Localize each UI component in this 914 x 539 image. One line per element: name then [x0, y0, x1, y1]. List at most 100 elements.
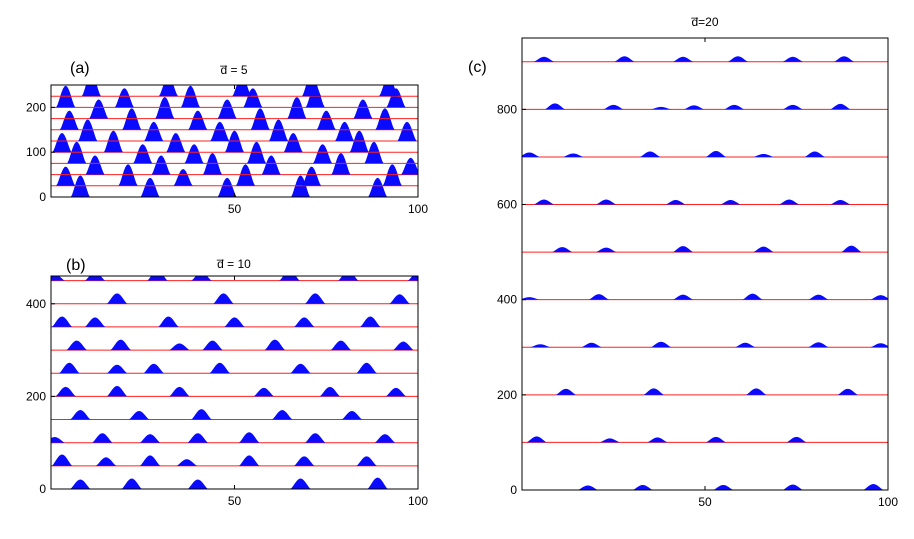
trace-2	[51, 432, 418, 444]
bump-peak	[599, 438, 621, 443]
trace-9	[51, 85, 418, 97]
bump-peak	[330, 340, 352, 351]
bump-peak	[742, 293, 763, 300]
trace-7	[522, 150, 888, 158]
bump-peak	[672, 56, 694, 62]
bump-peak	[304, 293, 326, 304]
y-tick-label: 200	[26, 100, 46, 114]
bump-peak	[55, 386, 76, 397]
bump-peak	[224, 317, 245, 327]
bump-peak	[52, 133, 72, 153]
bump-peak	[389, 294, 410, 304]
bump-peak	[581, 342, 602, 348]
bump-peak	[407, 276, 418, 281]
panel-b-label: (b)	[66, 257, 86, 274]
bump-peak	[786, 436, 807, 443]
trace-6	[522, 199, 888, 206]
bump-peak	[603, 104, 624, 110]
bump-peak	[59, 362, 80, 374]
bump-peak	[632, 485, 654, 490]
panel-b-title: d̅ = 10	[216, 257, 251, 271]
bump-peak	[217, 177, 237, 197]
bump-peak	[808, 294, 829, 300]
panel-a: (a) d̅ = 5 50 100 0 100 200	[26, 60, 428, 216]
bump-peak	[386, 88, 406, 108]
trace-8	[522, 103, 888, 110]
x-tick-label: 50	[228, 202, 242, 216]
x-tick-label: 100	[408, 494, 428, 508]
trace-4	[522, 293, 888, 301]
bump-peak	[533, 56, 555, 62]
bump-peak	[51, 454, 73, 466]
trace-3	[522, 341, 888, 348]
bump-peak	[672, 294, 694, 300]
trace-5	[51, 362, 418, 374]
bump-peak	[261, 155, 281, 175]
bump-peak	[106, 364, 128, 374]
bump-peak	[302, 166, 322, 186]
bump-peak	[151, 155, 171, 175]
panel-a-plot: 50 100 0 100 200	[26, 84, 428, 216]
y-tick-label: 100	[26, 145, 46, 159]
bump-peak	[870, 295, 888, 300]
panel-c-title: d̅=20	[691, 15, 719, 29]
bump-peak	[522, 297, 540, 300]
bump-peak	[313, 144, 333, 164]
bump-peak	[614, 56, 635, 62]
bump-peak	[335, 121, 355, 141]
y-tick-label: 400	[497, 293, 517, 307]
bump-peak	[595, 247, 617, 253]
bump-peak	[804, 151, 826, 157]
bump-peak	[59, 110, 79, 130]
y-tick-label: 200	[497, 388, 517, 402]
trace-2	[51, 153, 418, 176]
bump-peak	[95, 457, 117, 466]
bump-peak	[552, 247, 573, 253]
bump-peak	[271, 410, 293, 420]
bump-peak	[393, 341, 414, 351]
bump-peak	[139, 434, 161, 443]
bump-peak	[683, 105, 705, 110]
bump-peak	[650, 106, 672, 110]
bump-peak	[735, 342, 756, 348]
bump-peak	[522, 152, 540, 157]
bump-peak	[753, 246, 774, 253]
panel-2-traces	[522, 56, 888, 490]
trace-8	[51, 293, 418, 305]
bump-peak	[374, 434, 396, 443]
bump-peak	[84, 276, 106, 281]
bump-peak	[720, 200, 741, 205]
bump-peak	[147, 276, 168, 281]
bump-peak	[830, 200, 851, 205]
x-tick-label: 50	[228, 494, 242, 508]
bump-peak	[128, 410, 150, 420]
panel-a-title: d̅ = 5	[220, 63, 248, 77]
bump-peak	[379, 85, 399, 97]
bump-peak	[665, 200, 686, 205]
bump-peak	[727, 56, 749, 62]
bump-peak	[530, 344, 551, 348]
trace-7	[51, 316, 418, 328]
bump-peak	[140, 177, 160, 197]
bump-peak	[169, 343, 190, 351]
axes-frame	[50, 275, 419, 490]
bump-peak	[863, 484, 884, 490]
bump-peak	[70, 410, 91, 420]
bump-peak	[643, 388, 665, 395]
bump-peak	[243, 88, 263, 108]
bump-peak	[837, 388, 858, 395]
bump-peak	[202, 340, 223, 351]
bump-peak	[133, 144, 153, 164]
bump-peak	[232, 85, 252, 97]
bump-peak	[92, 433, 113, 443]
bump-peak	[705, 150, 727, 157]
bump-peak	[316, 110, 336, 130]
bump-peak	[385, 387, 407, 397]
bump-peak	[367, 477, 388, 489]
bump-peak	[110, 339, 132, 351]
bump-peak	[169, 386, 190, 397]
bump-peak	[283, 133, 303, 153]
bump-peak	[639, 151, 661, 157]
panel-1-traces	[51, 276, 418, 489]
